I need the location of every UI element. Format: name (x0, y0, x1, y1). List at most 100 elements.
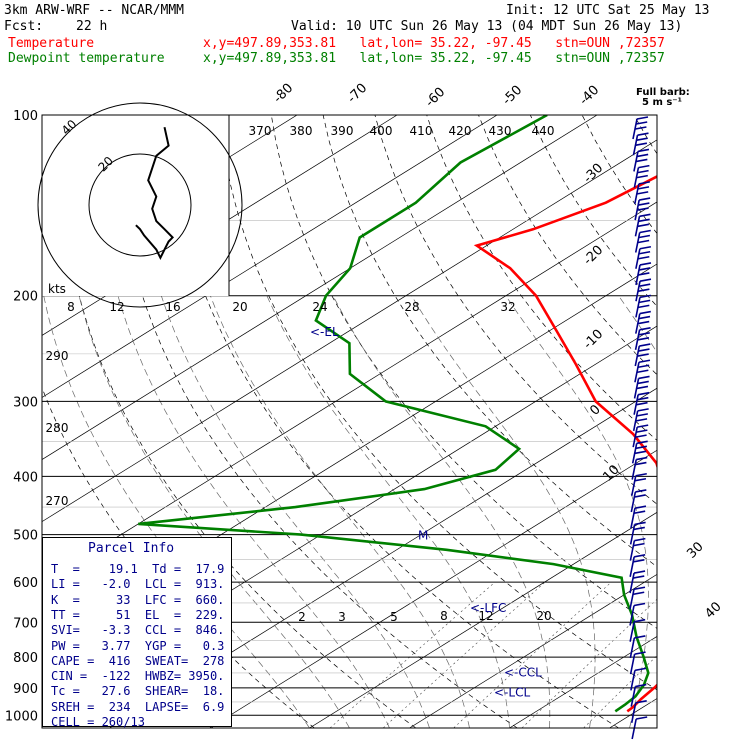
dry-adiabat (270, 115, 657, 629)
parcel-info-title: Parcel Info (88, 541, 175, 556)
dry-adiabat (219, 115, 657, 691)
pressure-label: 300 (13, 395, 38, 410)
mixing-ratio-label: 2 (298, 610, 306, 624)
isotherm-line (710, 115, 740, 728)
moist-adiabat (411, 295, 596, 728)
pressure-label: 200 (13, 290, 38, 305)
isotherm-line (42, 201, 657, 585)
wind-barb (633, 164, 650, 188)
wind-barb (634, 359, 651, 383)
wind-barb (635, 310, 651, 334)
plot-frame (41, 114, 658, 729)
parcel-info-row: T = 19.1 Td = 17.9 (51, 562, 225, 576)
wind-barb (632, 132, 649, 156)
wind-barb (634, 327, 651, 350)
level-annotation: <-EL (310, 325, 339, 339)
dry-adiabat (426, 115, 657, 441)
forecast-label: Fcst: (4, 19, 44, 34)
valid-time: Valid: 10 UTC Sun 26 May 13 (04 MDT Sun … (291, 19, 683, 34)
temperature-legend-label: Temperature (8, 36, 95, 51)
pressure-label: 400 (13, 470, 38, 485)
mixing-ratio-label: 12 (478, 609, 493, 623)
wind-speed-tick: 24 (312, 300, 327, 314)
parcel-info-row: PW = 3.77 YGP = 0.3 (51, 638, 225, 653)
parcel-info-row: K = 33 LFC = 660. (51, 592, 225, 607)
theta-e-tick: 430 (489, 124, 512, 138)
isotherm-label: 30 (684, 539, 706, 561)
temperature-line (473, 175, 657, 713)
wind-barb (635, 294, 652, 318)
hodograph-ring (88, 153, 192, 257)
parcel-info-row: SVI= -3.3 CCL = 846. (51, 623, 225, 638)
isotherm-label: -50 (500, 83, 526, 109)
wind-barb (629, 537, 646, 561)
wind-barb (634, 181, 650, 205)
level-annotation: <-LFC (470, 601, 506, 615)
moist-adiabat (505, 295, 649, 728)
dewpoint-legend-label: Dewpoint temperature (8, 51, 165, 66)
pressure-label: 500 (13, 529, 38, 544)
wind-barb (634, 229, 651, 253)
wind-barb (630, 683, 647, 707)
wind-speed-tick: 8 (67, 300, 75, 314)
theta-e-tick: 410 (410, 124, 433, 138)
theta-label: 290 (46, 349, 69, 363)
wind-barb (629, 570, 646, 594)
isotherm-line (42, 139, 657, 523)
isotherm-line (309, 511, 657, 728)
mixing-ratio-line (382, 581, 546, 728)
isotherm-label: -40 (577, 83, 603, 109)
wind-barb (630, 505, 647, 529)
parcel-info-row: LI = -2.0 LCL = 913. (51, 577, 225, 592)
model-title: 3km ARW-WRF -- NCAR/MMM (4, 3, 185, 18)
mixing-ratio-line (521, 598, 657, 728)
wind-speed-tick: 20 (232, 300, 247, 314)
wind-barb (633, 375, 650, 399)
wind-barb (629, 635, 646, 659)
wind-barb (634, 343, 651, 367)
wind-barb (634, 213, 651, 237)
isotherm-label: -10 (581, 327, 607, 353)
wind-barb (629, 651, 646, 675)
wind-barb (630, 699, 647, 723)
init-time: Init: 12 UTC Sat 25 May 13 (506, 3, 710, 18)
pressure-label: 800 (13, 651, 38, 666)
wind-barb (634, 197, 651, 221)
isotherm-label: 40 (702, 599, 724, 621)
dry-adiabat (61, 115, 417, 728)
dry-adiabat (115, 115, 518, 728)
hodograph-ring (37, 102, 243, 308)
wind-barb (629, 618, 646, 642)
barb-key-line2: 5 m s⁻¹ (642, 97, 682, 108)
dewpoint-line (138, 115, 650, 713)
isotherm-line (509, 636, 657, 728)
moist-adiabat (210, 295, 470, 728)
moist-adiabat (78, 295, 350, 728)
hodograph-trace (135, 126, 175, 261)
dry-adiabat (322, 115, 657, 568)
wind-barb (632, 408, 649, 432)
dry-adiabat (686, 115, 740, 728)
moist-adiabat (332, 295, 551, 728)
wind-barb (630, 472, 647, 496)
wind-barb (629, 554, 646, 577)
theta-e-tick: 420 (449, 124, 472, 138)
isotherm-line (42, 115, 398, 336)
isotherm-label: -30 (581, 161, 607, 187)
dry-adiabat (167, 115, 619, 728)
isotherm-label: -70 (345, 81, 371, 107)
wind-barb (629, 586, 646, 610)
pressure-label: 700 (13, 616, 38, 631)
level-annotation: <-CCL (504, 666, 542, 680)
parcel-info-row: CAPE = 416 SWEAT= 278 (51, 653, 225, 668)
parcel-info-row: CIN = -122 HWBZ= 3950. (51, 669, 225, 684)
isotherm-line (409, 573, 657, 728)
parcel-info-row: CELL = 260/13 (51, 715, 145, 729)
dry-adiabat (478, 115, 657, 376)
wind-speed-tick: 16 (165, 300, 180, 314)
wind-barb (633, 148, 650, 172)
barb-key-line1: Full barb: (636, 87, 690, 98)
isotherm-line (609, 698, 657, 728)
theta-label: 270 (46, 494, 69, 508)
